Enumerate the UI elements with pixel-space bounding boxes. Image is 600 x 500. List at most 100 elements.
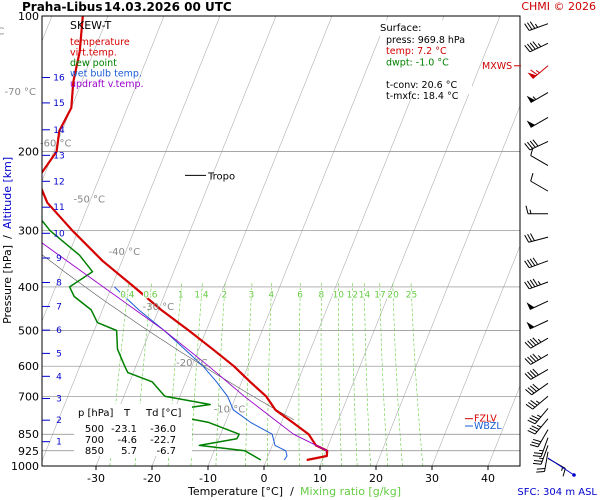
altitude-tick-label: 2 [56, 416, 62, 426]
wind-barb-staff [540, 437, 549, 457]
wind-barb-staff [529, 140, 549, 151]
wind-barb-flag [524, 260, 530, 268]
wind-barb-flag [531, 425, 540, 430]
temperature-tick-label: 10 [313, 472, 327, 485]
wind-barb-flag [530, 69, 538, 76]
wind-barb-staff [530, 116, 549, 128]
wind-barb-flag [527, 340, 534, 348]
surface-row: temp: 7.2 °C [386, 46, 447, 57]
y-axis-title-pressure: Pressure [hPa] [1, 245, 14, 324]
wind-barb-pennant [526, 95, 536, 103]
wind-barb-half-flag [532, 96, 537, 100]
wind-barb-half-flag [537, 281, 541, 285]
table-cell: 700 [85, 435, 104, 446]
mixing-ratio-label: 4 [268, 291, 274, 301]
level-table-cells: p [hPa] T Td [°C] 500 -23.1 -36.0 700 -4.6 -22.7… [78, 408, 182, 457]
wind-barb-pennant [526, 302, 535, 310]
temperature-tick-label: 40 [481, 472, 495, 485]
pressure-tick-label: 300 [18, 225, 39, 238]
mixing-ratio-line [320, 281, 324, 466]
wind-barb [527, 65, 549, 80]
wind-barb-flag [529, 140, 536, 148]
pressure-tick-label: 100 [18, 10, 39, 23]
wind-barb [536, 451, 549, 473]
wind-barb-flag [524, 341, 532, 349]
wind-barb-half-flag [537, 355, 542, 359]
legend-entry: temperature [70, 37, 130, 48]
wind-barb-flag [532, 337, 539, 345]
isotherm-line [487, 385, 520, 466]
plot-frame [41, 15, 521, 467]
table-cell: 850 [85, 446, 104, 457]
wind-barb-flag [529, 385, 537, 392]
mixing-ratio-label: 12 [347, 291, 358, 301]
isotherm-label: -60 °C [40, 139, 72, 150]
wind-barbs [524, 21, 576, 477]
isotherm-label: -80 °C [0, 27, 4, 38]
wind-barb-staff [530, 92, 549, 104]
surface-row: dwpt: -1.0 °C [386, 57, 449, 68]
table-cell: 500 [85, 424, 104, 435]
altitude-tick-label: 16 [53, 74, 65, 84]
wind-barb-staff [529, 281, 549, 290]
wind-barb-flag [527, 356, 534, 364]
wind-barb [524, 257, 549, 269]
wind-barb-flag [527, 419, 536, 425]
mixing-ratio-label: 1.4 [194, 291, 209, 301]
pressure-tick-label: 600 [18, 360, 39, 373]
wind-barb [524, 353, 549, 365]
mixing-ratio-line [298, 281, 301, 466]
wind-barb-half-flag [537, 424, 542, 428]
legend-entry: dew point [70, 58, 117, 69]
isotherm-line [42, 16, 221, 462]
y-axis-title: Pressure [hPa] / Altitude [km] [1, 157, 14, 324]
surface-row: t-conv: 20.6 °C [386, 80, 457, 91]
surface-row: t-mxfc: 18.4 °C [386, 91, 459, 102]
wind-barb-flag [524, 281, 530, 290]
wind-barb-flag [532, 455, 542, 457]
altitude-tick-label: 1 [56, 438, 62, 448]
mixing-ratio-label: 17 [374, 291, 385, 301]
temperature-tick-label: -30 [87, 472, 105, 485]
wind-barb-flag [527, 141, 533, 149]
wind-barb-staff [530, 155, 549, 167]
max-wind-label: MXWS [482, 61, 512, 72]
wind-barb-staff [540, 445, 549, 465]
wind-barb-staff [534, 408, 549, 425]
mixing-ratio-line [215, 281, 226, 466]
wind-barb-flag [532, 368, 539, 376]
wind-barb-flag [524, 45, 531, 53]
surface-row: press: 969.8 hPa [386, 35, 465, 46]
pressure-tick-label: 850 [18, 428, 39, 441]
mixing-ratio-label: 20 [387, 291, 399, 301]
mixing-ratio-label: 3 [248, 291, 254, 301]
wind-barb-flag [527, 371, 534, 379]
mixing-ratio-label: 6 [297, 291, 303, 301]
isotherm-line [431, 245, 520, 466]
table-cell: -23.1 [111, 424, 137, 435]
wind-barb-flag [529, 21, 536, 29]
wind-barb-flag [531, 441, 540, 445]
wind-barb [524, 139, 549, 151]
mixing-ratio-line [352, 281, 358, 466]
wind-barb-flag [531, 415, 540, 420]
mixing-ratio-label: 25 [406, 291, 417, 301]
wind-barb [530, 173, 549, 192]
wind-barb-flag [527, 429, 536, 435]
temperature-tick-label: -10 [199, 472, 217, 485]
wind-barb-flag [526, 280, 533, 289]
wind-barb [524, 368, 549, 380]
wind-barb [526, 320, 549, 330]
mixing-ratio-line [364, 281, 371, 466]
table-header-cell: T [123, 408, 131, 419]
wind-barb-staff [529, 42, 549, 53]
table-header-cell: Td [°C] [145, 408, 182, 419]
isotherm-label: -30 °C [143, 302, 175, 313]
pressure-tick-label: 925 [18, 445, 39, 458]
wind-barb-flag [524, 234, 530, 243]
mixing-ratio-line [392, 281, 403, 466]
x-axis-title-separator: / [290, 485, 294, 498]
